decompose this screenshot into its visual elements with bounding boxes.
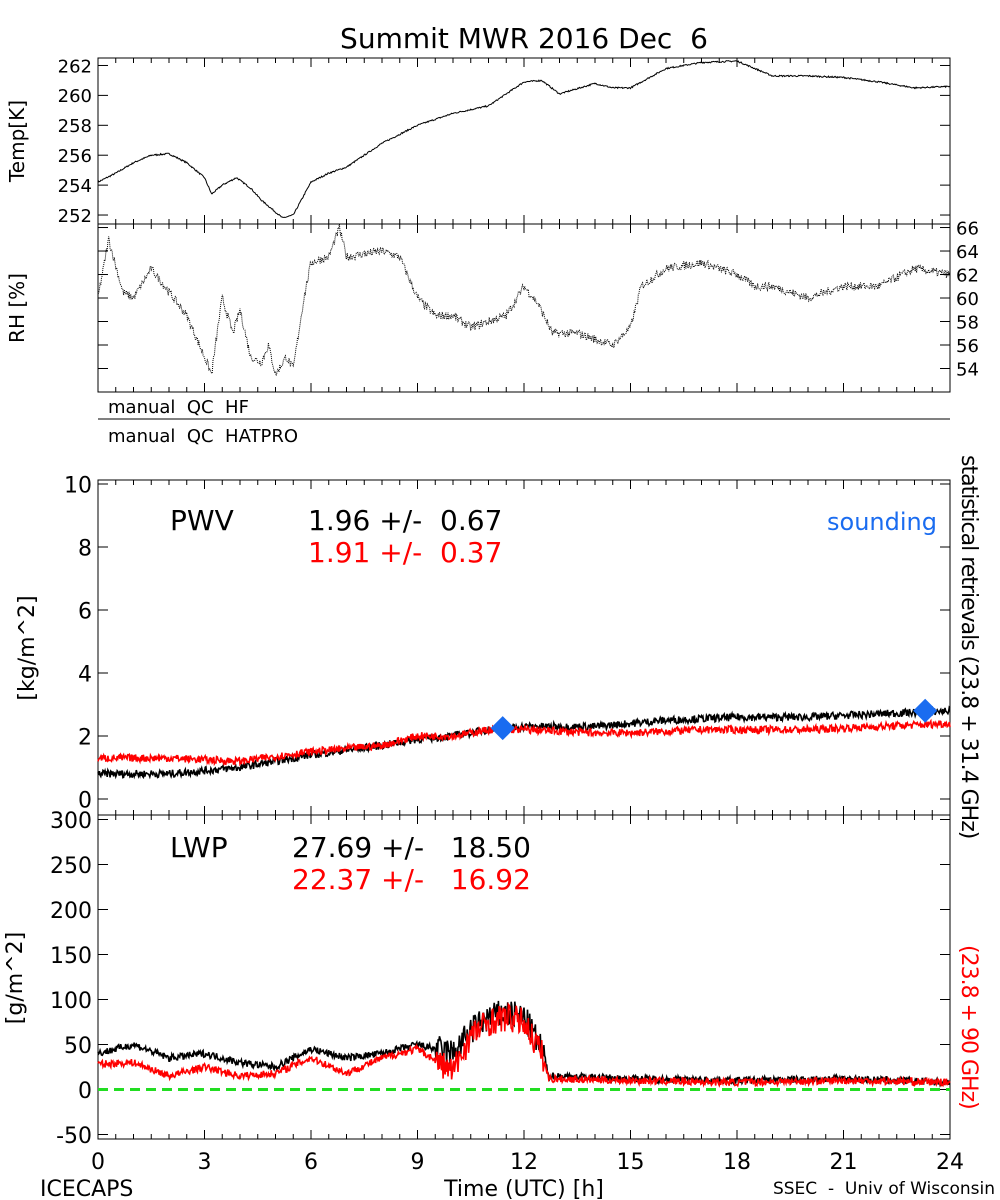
pwv-ytick-label: 8 bbox=[78, 536, 92, 561]
footer-right: SSEC - Univ of Wisconsin bbox=[773, 1179, 995, 1199]
pwv-ytick-label: 0 bbox=[78, 788, 92, 813]
lwp-ytick-label: 200 bbox=[50, 899, 92, 924]
qc-hatpro-label: manual QC HATPRO bbox=[108, 426, 298, 447]
pwv-ytick-label: 4 bbox=[78, 662, 92, 687]
x-tick-label: 18 bbox=[723, 1150, 751, 1175]
temp-ylabel: Temp[K] bbox=[5, 100, 29, 183]
x-axis-label: Time (UTC) [h] bbox=[443, 1177, 604, 1200]
sounding-marker bbox=[913, 698, 938, 723]
lwp-ytick-label: 300 bbox=[50, 809, 92, 834]
rh-ytick-label: 56 bbox=[956, 336, 979, 357]
temp-ytick-label: 254 bbox=[58, 176, 92, 197]
pwv-ytick-label: 2 bbox=[78, 725, 92, 750]
lwp-stat-red: 22.37 +/- 16.92 bbox=[292, 863, 531, 896]
x-tick-label: 9 bbox=[411, 1150, 425, 1175]
lwp-stat-black: 27.69 +/- 18.50 bbox=[292, 831, 531, 864]
rh-series-rh bbox=[97, 224, 951, 376]
rh-ytick-label: 54 bbox=[956, 359, 979, 380]
pwv-series-statistical-retrievals-23-8-31-4-ghz- bbox=[97, 705, 951, 780]
right-label-black: statistical retrievals (23.8 + 31.4 GHz) bbox=[956, 455, 981, 838]
lwp-series--23-8-90-ghz- bbox=[97, 1002, 951, 1088]
temp-ytick-label: 258 bbox=[58, 116, 92, 137]
x-tick-label: 6 bbox=[304, 1150, 318, 1175]
pwv-ytick-label: 6 bbox=[78, 599, 92, 624]
chart-title: Summit MWR 2016 Dec 6 bbox=[340, 22, 708, 55]
lwp-ylabel: [g/m^2] bbox=[3, 932, 28, 1024]
x-tick-label: 12 bbox=[510, 1150, 538, 1175]
footer-left: ICECAPS bbox=[40, 1177, 133, 1200]
x-tick-label: 15 bbox=[617, 1150, 645, 1175]
pwv-stat-red: 1.91 +/- 0.37 bbox=[308, 536, 502, 569]
lwp-ytick-label: 50 bbox=[64, 1034, 92, 1059]
right-label-red: (23.8 + 90 GHz) bbox=[956, 945, 981, 1109]
lwp-ytick-label: 100 bbox=[50, 989, 92, 1014]
lwp-label: LWP bbox=[170, 831, 228, 864]
temp-ytick-label: 260 bbox=[58, 86, 92, 107]
pwv-stat-black: 1.96 +/- 0.67 bbox=[308, 504, 502, 537]
pwv-ytick-label: 10 bbox=[64, 473, 92, 498]
lwp-ytick-label: 0 bbox=[78, 1079, 92, 1104]
x-tick-label: 3 bbox=[198, 1150, 212, 1175]
x-tick-label: 0 bbox=[91, 1150, 105, 1175]
lwp-ytick-label: 150 bbox=[50, 944, 92, 969]
x-tick-label: 21 bbox=[830, 1150, 858, 1175]
lwp-ytick-label: -50 bbox=[56, 1124, 92, 1149]
rh-ytick-label: 66 bbox=[956, 218, 979, 239]
sounding-legend: sounding bbox=[827, 508, 937, 536]
rh-ytick-label: 60 bbox=[956, 289, 979, 310]
temp-frame bbox=[97, 57, 951, 225]
pwv-series--23-8-90-ghz- bbox=[97, 718, 951, 767]
temp-ytick-label: 256 bbox=[58, 146, 92, 167]
pwv-ylabel: [kg/m^2] bbox=[15, 595, 40, 700]
rh-frame bbox=[97, 223, 951, 393]
rh-ytick-label: 64 bbox=[956, 242, 979, 263]
temp-ytick-label: 252 bbox=[58, 206, 92, 227]
temp-series-temp bbox=[97, 60, 951, 218]
pwv-label: PWV bbox=[170, 504, 234, 537]
rh-ylabel: RH [%] bbox=[5, 273, 29, 343]
qc-hf-label: manual QC HF bbox=[108, 397, 249, 418]
rh-ytick-label: 62 bbox=[956, 265, 979, 286]
lwp-ytick-label: 250 bbox=[50, 854, 92, 879]
rh-ytick-label: 58 bbox=[956, 312, 979, 333]
sounding-marker bbox=[490, 716, 515, 741]
x-tick-label: 24 bbox=[936, 1150, 964, 1175]
temp-ytick-label: 262 bbox=[58, 56, 92, 77]
